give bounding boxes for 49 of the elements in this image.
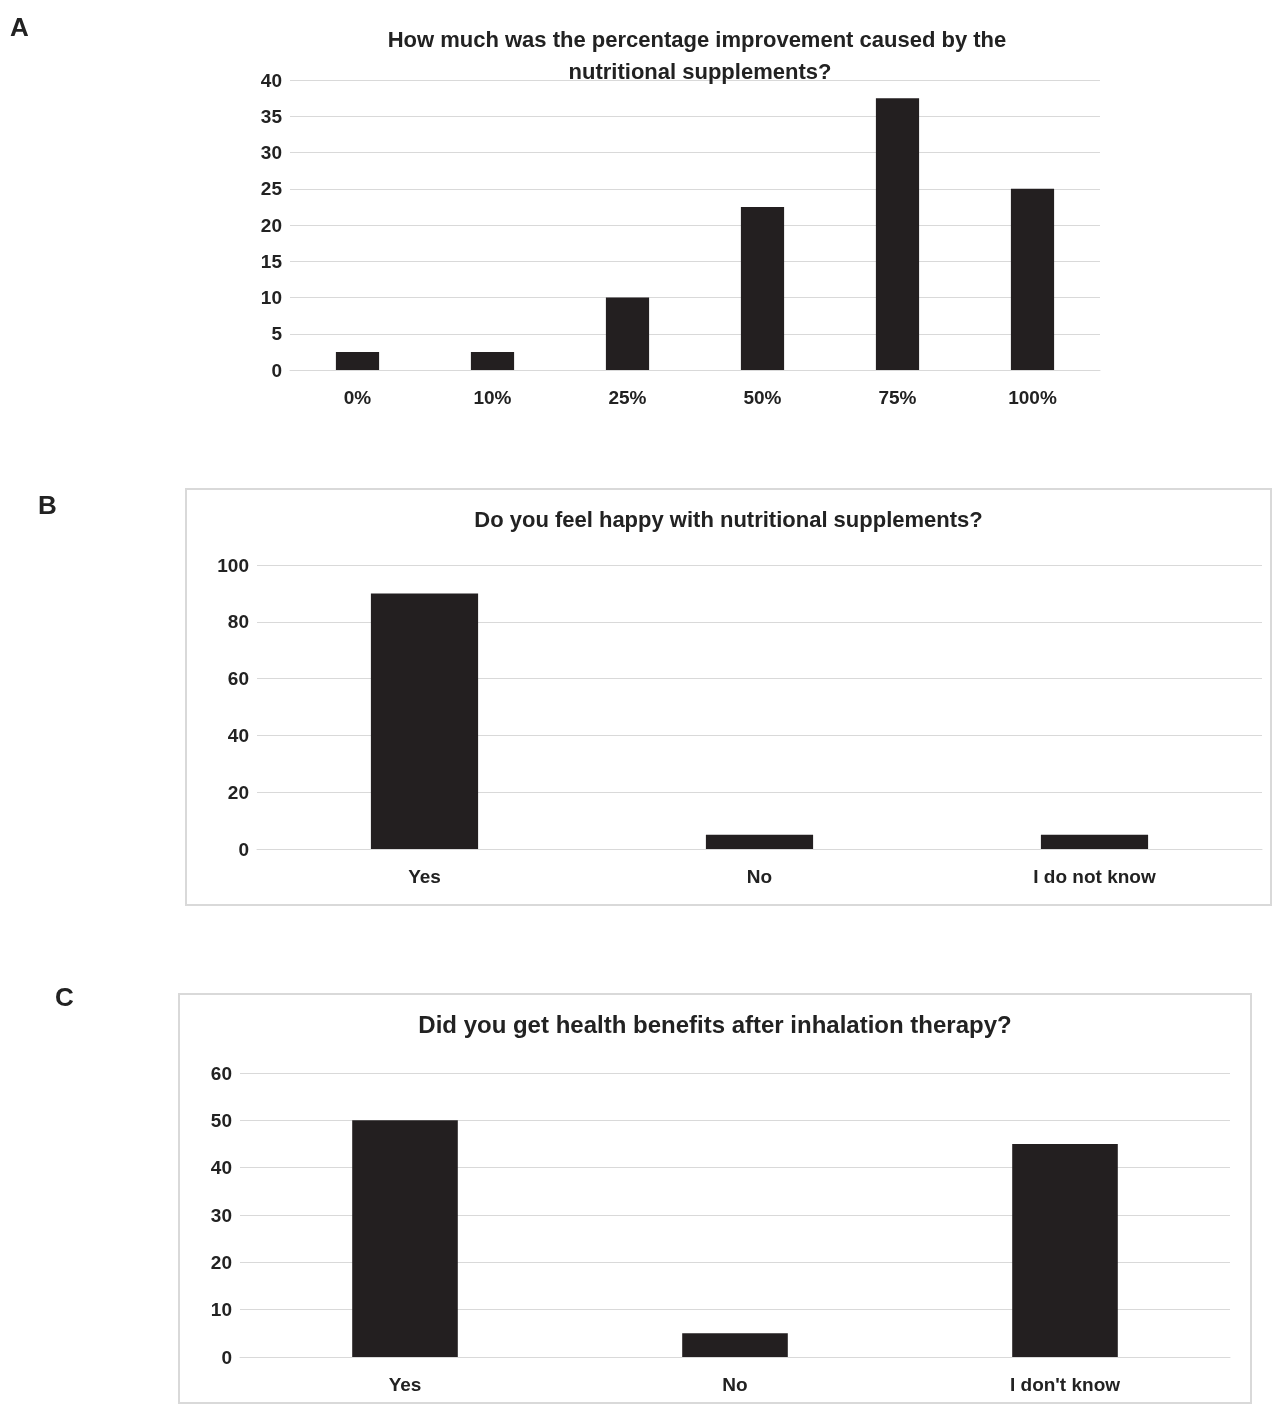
y-tick-label: 30 (210, 1204, 232, 1226)
bar (605, 297, 650, 370)
x-tick-label: 0% (343, 387, 372, 408)
x-tick-label: 25% (608, 387, 647, 408)
y-tick-label: 20 (210, 1251, 232, 1273)
chart-title: Did you get health benefits after inhalation therapy? (418, 1010, 1012, 1038)
x-tick-label: I do not know (1033, 866, 1156, 887)
y-tick-label: 100 (217, 554, 249, 576)
y-tick-label: 40 (210, 1157, 232, 1179)
bar (1010, 188, 1055, 370)
y-tick-label: 10 (260, 287, 282, 308)
bar (875, 98, 920, 370)
x-tick-label: No (746, 866, 773, 887)
chart-title: Do you feel happy with nutritional supplements? (474, 506, 983, 532)
chart-title: How much was the percentage improvement caused by the nutritional supplements? (387, 26, 1013, 84)
y-tick-label: 35 (260, 105, 283, 127)
x-tick-label: Yes (388, 1374, 422, 1395)
text: B (38, 490, 57, 521)
x-tick-label: 50% (743, 387, 782, 408)
y-tick-label: 15 (260, 250, 283, 272)
bar (352, 1120, 458, 1357)
bar (740, 206, 785, 370)
x-tick-label: 75% (878, 387, 917, 408)
bar (682, 1333, 788, 1357)
bar (1012, 1144, 1118, 1357)
x-tick-label: I don't know (1009, 1374, 1121, 1395)
y-tick-label: 80 (227, 611, 249, 633)
y-tick-label: 50 (210, 1109, 232, 1131)
x-tick-label: 100% (1008, 387, 1057, 408)
bar (335, 351, 380, 370)
y-tick-label: 60 (227, 668, 249, 690)
y-tick-label: 0 (238, 838, 249, 860)
y-tick-label: 25 (260, 178, 283, 200)
y-tick-label: 20 (260, 214, 282, 236)
y-tick-label: 30 (260, 142, 282, 163)
y-tick-label: 40 (227, 724, 249, 746)
bar (470, 351, 515, 370)
x-tick-label: 10% (473, 387, 512, 408)
y-tick-label: 5 (271, 323, 283, 345)
y-tick-label: 20 (227, 781, 249, 803)
y-tick-label: 60 (210, 1062, 232, 1084)
text: C (55, 982, 74, 1013)
y-tick-label: 0 (221, 1346, 232, 1368)
text: A (10, 12, 29, 43)
x-tick-label: No (722, 1374, 748, 1395)
y-tick-label: 40 (260, 69, 282, 91)
x-tick-label: Yes (408, 866, 441, 887)
y-tick-label: 10 (210, 1299, 232, 1321)
y-tick-label: 0 (271, 359, 282, 381)
